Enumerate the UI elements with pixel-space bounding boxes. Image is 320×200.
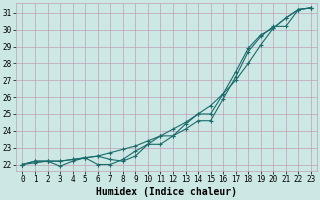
X-axis label: Humidex (Indice chaleur): Humidex (Indice chaleur): [96, 187, 237, 197]
